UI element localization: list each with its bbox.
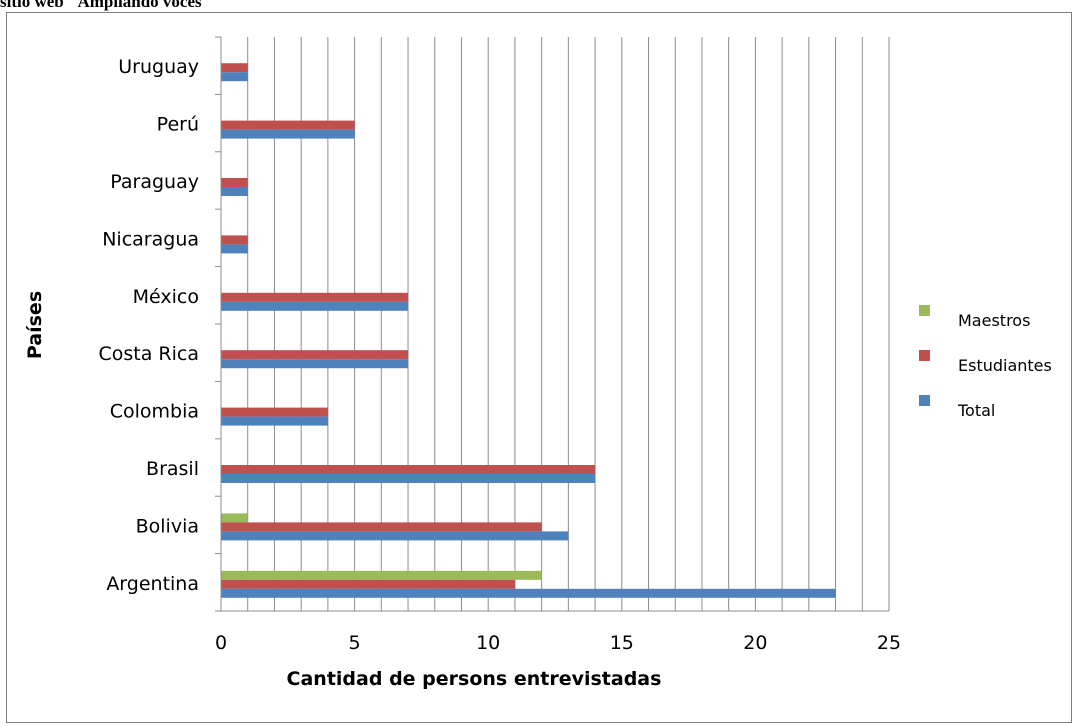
bar-maestros-bolivia (221, 513, 248, 523)
bar-total-méxico (221, 301, 409, 311)
legend-label-total: Total (957, 401, 995, 420)
legend-label-maestros: Maestros (958, 311, 1030, 330)
legend-swatch-maestros (919, 305, 930, 316)
bar-total-brasil (221, 474, 596, 483)
bar-total-argentina (221, 588, 836, 598)
legend-label-estudiantes: Estudiantes (958, 356, 1052, 375)
category-label: Colombia (110, 401, 199, 423)
category-labels: Argentina Bolivia Brasil Colombia Costa Rica… (99, 56, 200, 595)
vertical-gridlines (247, 37, 890, 611)
bar-total-costa-rica (221, 359, 409, 369)
x-tick-label: 5 (349, 632, 361, 654)
bar-estudiantes-colombia (221, 407, 328, 417)
x-tick-label: 15 (610, 632, 634, 654)
bar-total-bolivia (221, 531, 569, 541)
bar-estudiantes-nicaragua (221, 235, 248, 245)
bar-estudiantes-paraguay (221, 178, 248, 187)
bar-total-paraguay (221, 187, 248, 196)
axes (215, 36, 889, 612)
x-tick-labels: 0 5 10 15 20 25 (215, 632, 901, 654)
legend: Maestros Estudiantes Total (919, 305, 1052, 420)
category-label: Perú (157, 114, 199, 136)
y-axis-title: Países (24, 291, 46, 359)
category-label: Costa Rica (99, 343, 200, 365)
bar-chart: Argentina Bolivia Brasil Colombia Costa Rica… (24, 36, 1052, 690)
x-tick-label: 0 (215, 632, 227, 654)
x-tick-label: 10 (476, 632, 500, 654)
bar-total-nicaragua (221, 244, 248, 254)
bar-maestros-argentina (221, 570, 542, 580)
bar-estudiantes-argentina (221, 579, 515, 589)
category-label: Bolivia (136, 515, 199, 537)
bar-series (221, 63, 836, 598)
category-label: México (133, 286, 199, 308)
bar-total-colombia (221, 416, 328, 426)
bar-total-uruguay (221, 72, 248, 82)
x-tick-label: 25 (877, 632, 901, 654)
legend-swatch-total (919, 395, 930, 406)
bar-estudiantes-perú (221, 120, 355, 130)
category-label: Brasil (146, 458, 199, 480)
bar-estudiantes-uruguay (221, 63, 248, 73)
bar-estudiantes-brasil (221, 465, 596, 474)
bar-total-perú (221, 129, 355, 139)
x-axis-title: Cantidad de persons entrevistadas (287, 668, 662, 690)
bar-estudiantes-méxico (221, 292, 409, 302)
bar-estudiantes-bolivia (221, 522, 542, 532)
category-label: Uruguay (118, 56, 199, 78)
category-label: Argentina (106, 573, 199, 595)
category-label: Nicaragua (102, 228, 199, 250)
category-label: Paraguay (110, 171, 199, 193)
legend-swatch-estudiantes (919, 350, 930, 361)
chart-frame: Argentina Bolivia Brasil Colombia Costa Rica… (6, 12, 1072, 723)
chart-caption: sitio web "Ampliando voces" (0, 0, 212, 11)
x-tick-label: 20 (743, 632, 767, 654)
bar-estudiantes-costa-rica (221, 350, 409, 360)
